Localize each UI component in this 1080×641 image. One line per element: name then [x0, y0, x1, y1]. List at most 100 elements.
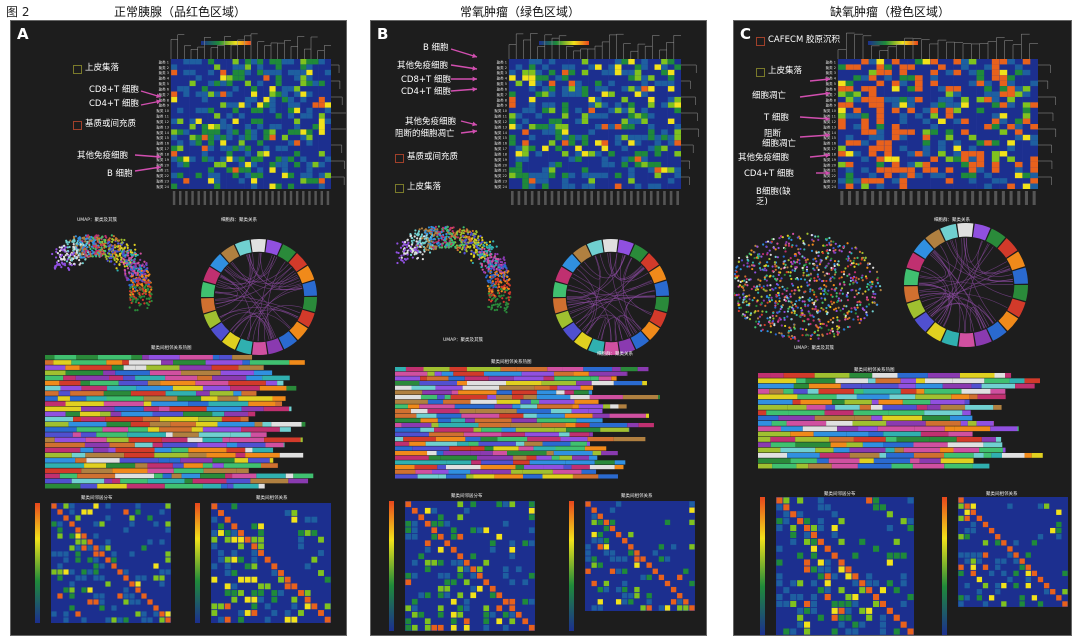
stack-segment	[437, 418, 451, 423]
heatmap-cell	[535, 113, 543, 119]
row-label: 聚类 4	[497, 76, 508, 81]
heatmap-cell	[226, 134, 233, 141]
tri-heatmap-cell	[597, 519, 603, 526]
heatmap-cell	[287, 107, 295, 114]
heatmap-cell	[595, 80, 602, 87]
umap-point	[781, 292, 784, 295]
heatmap-cell	[312, 102, 319, 108]
umap-point	[87, 253, 90, 256]
heatmap-cell	[647, 86, 655, 92]
tri-heatmap-cell	[244, 563, 251, 570]
stack-segment	[106, 463, 136, 468]
heatmap-cell	[953, 107, 962, 114]
heatmap-cell	[312, 161, 319, 168]
stack-segment	[289, 360, 305, 365]
umap-point	[832, 284, 835, 287]
stack-segment	[114, 406, 144, 412]
heatmap-cell	[647, 167, 655, 173]
heatmap-cell	[269, 161, 276, 168]
umap-point	[829, 277, 832, 280]
heatmap-cell	[183, 156, 190, 162]
col-label-tick	[971, 191, 975, 205]
ann-bcell: B 细胞	[107, 169, 133, 179]
tri-heatmap-cell	[165, 611, 171, 617]
heatmap-cell	[238, 113, 245, 119]
tri-heatmap-cell	[652, 568, 658, 574]
tri-heatmap-cell	[135, 575, 141, 581]
heatmap-cell	[853, 151, 862, 157]
umap-point	[799, 327, 802, 330]
heatmap-cell	[251, 161, 258, 168]
umap-point	[145, 280, 148, 283]
tri-heatmap-cell	[418, 611, 425, 618]
heatmap-cell	[214, 161, 221, 168]
col-label-tick	[314, 191, 317, 205]
umap-point	[490, 248, 493, 251]
heatmap-cell	[300, 64, 307, 70]
umap-point	[742, 289, 745, 292]
umap-point	[72, 239, 75, 242]
umap-point	[867, 288, 870, 291]
umap-point	[406, 239, 409, 242]
umap-point	[131, 262, 134, 265]
col-label-tick	[215, 191, 219, 205]
heatmap-cell	[201, 156, 208, 162]
stack-segment	[481, 427, 502, 432]
heatmap-cell	[595, 140, 602, 146]
umap-point	[770, 299, 774, 302]
heatmap-cell	[945, 102, 954, 108]
tri-heatmap-cell	[304, 596, 311, 603]
umap-point	[490, 284, 493, 287]
stack-segment	[212, 463, 224, 468]
stack-segment	[560, 437, 588, 442]
dendrogram-branch	[290, 46, 298, 59]
umap-point	[486, 274, 489, 277]
heatmap-cell	[634, 151, 642, 157]
tri-heatmap-cell	[411, 598, 418, 605]
heatmap-cell	[207, 156, 215, 162]
tri-heatmap-cell	[264, 556, 271, 563]
heatmap-cell	[922, 161, 931, 168]
tri-heatmap-cell	[405, 572, 412, 579]
stack-segment	[592, 413, 610, 418]
dendrogram-branch	[177, 34, 185, 59]
heatmap-cell	[269, 167, 276, 173]
stack-segment	[45, 452, 72, 458]
stack-segment	[158, 458, 170, 463]
umap-point	[446, 225, 449, 228]
umap-point	[735, 266, 738, 269]
stack-segment	[222, 437, 230, 443]
tri-heatmap-cell	[509, 611, 516, 618]
heatmap-cell	[281, 145, 288, 152]
heatmap-cell	[257, 80, 264, 87]
tri-heatmap-cell	[683, 568, 689, 574]
umap-point	[82, 245, 85, 248]
umap-point	[745, 300, 748, 303]
heatmap-cell	[220, 102, 227, 108]
stack-segment	[235, 452, 246, 458]
umap-point	[822, 293, 826, 296]
heatmap-cell	[232, 86, 239, 92]
umap-point	[827, 328, 830, 331]
tri-heatmap-cell	[437, 585, 444, 592]
stack-segment	[395, 451, 428, 456]
tri-heatmap-cell	[93, 533, 99, 539]
umap-point	[780, 324, 783, 327]
tri-heatmap-cell	[405, 579, 412, 586]
umap-point	[802, 274, 805, 277]
circos-segment	[617, 239, 634, 256]
heatmap-cell	[667, 86, 675, 92]
stack-segment	[75, 375, 110, 381]
heatmap-cell	[244, 64, 251, 70]
umap-point	[734, 273, 737, 276]
stack-segment	[232, 473, 257, 479]
tri-heatmap-cell	[251, 576, 258, 583]
col-label-tick	[326, 191, 330, 205]
heatmap-cell	[1030, 134, 1038, 141]
tri-heatmap-cell	[603, 538, 610, 544]
tri-heatmap-cell	[615, 531, 622, 538]
tri-heatmap-cell	[93, 551, 99, 557]
heatmap-cell	[177, 129, 184, 135]
umap-point	[428, 237, 431, 240]
umap-point	[416, 237, 419, 240]
